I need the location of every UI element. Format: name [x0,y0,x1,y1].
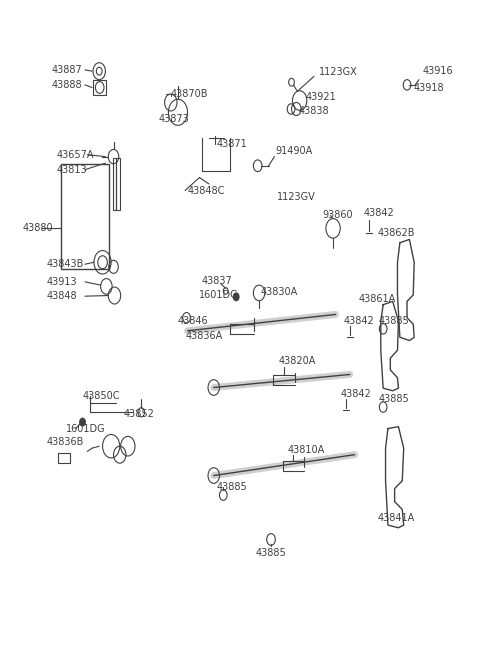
Circle shape [233,293,239,301]
Bar [58,453,70,463]
Text: 43887: 43887 [51,65,82,75]
Bar [61,164,109,269]
Text: 43836B: 43836B [47,437,84,447]
Text: 43885: 43885 [378,316,409,326]
Text: 43842: 43842 [340,389,371,399]
Text: 43848C: 43848C [188,185,225,196]
Text: 1123GX: 1123GX [319,67,358,77]
Text: 43842: 43842 [344,316,375,326]
Text: 43888: 43888 [51,80,82,90]
Text: 43913: 43913 [47,277,77,287]
Text: 43841A: 43841A [377,513,415,523]
Text: 1601DG: 1601DG [66,424,106,434]
Text: 43820A: 43820A [278,356,315,366]
Text: 43862B: 43862B [377,228,415,238]
Circle shape [80,418,85,426]
Text: 43880: 43880 [23,223,53,233]
Text: 43830A: 43830A [261,287,298,297]
Text: 43921: 43921 [305,92,336,102]
Text: 43848: 43848 [47,291,77,301]
Text: 43916: 43916 [422,66,453,76]
Text: 43871: 43871 [216,139,247,149]
Text: 43870B: 43870B [171,89,208,99]
Text: 1601DG: 1601DG [199,290,239,300]
Text: 93860: 93860 [322,210,353,220]
Text: 43852: 43852 [123,409,154,419]
Text: 43918: 43918 [413,83,444,93]
Text: 1123GV: 1123GV [277,192,315,202]
Bar [113,158,120,210]
Text: 43846: 43846 [178,316,209,326]
Text: 43873: 43873 [159,114,190,124]
Text: 43885: 43885 [256,548,287,557]
Text: 43842: 43842 [363,208,394,218]
Text: 43885: 43885 [378,394,409,404]
Text: 43861A: 43861A [359,295,396,305]
Text: 43837: 43837 [202,276,233,286]
Text: 43657A: 43657A [56,149,94,160]
Text: 43885: 43885 [216,482,247,493]
Text: 43810A: 43810A [288,445,325,455]
Text: 43836A: 43836A [185,331,222,341]
Text: 43838: 43838 [298,106,329,116]
Text: 43850C: 43850C [83,391,120,401]
Bar [93,81,107,95]
Text: 43843B: 43843B [47,259,84,269]
Text: 91490A: 91490A [276,147,313,157]
Text: 43813: 43813 [56,164,87,175]
